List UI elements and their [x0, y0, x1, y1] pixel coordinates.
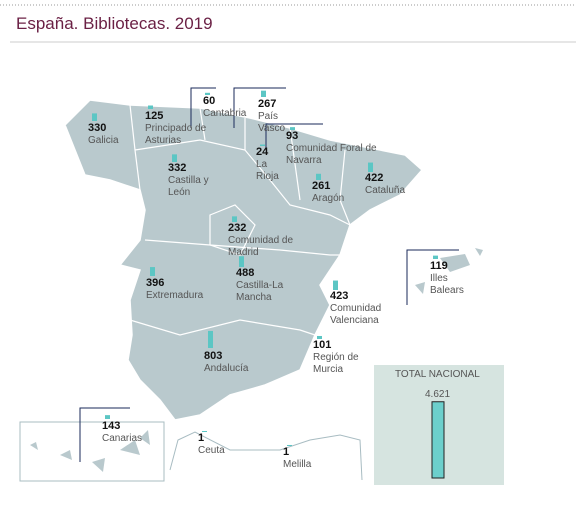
region-bar [261, 90, 266, 97]
region-value: 1 [198, 432, 205, 444]
region-value: 423 [330, 290, 349, 302]
region-name: Andalucía [204, 363, 249, 374]
borders [129, 104, 351, 336]
region-value: 60 [203, 95, 216, 107]
region-bar [316, 173, 321, 180]
region-bar [92, 113, 97, 121]
region-value: 232 [228, 222, 247, 234]
region-bar [105, 415, 110, 419]
region-name: Melilla [283, 459, 312, 470]
region-bar [239, 256, 244, 267]
region-bar [205, 92, 210, 95]
region-name: Galicia [88, 135, 119, 146]
region-value: 422 [365, 172, 384, 184]
coast-africa [169, 431, 363, 481]
title: España. Bibliotecas. 2019 [16, 14, 213, 33]
region-name: Comunidad Foral de Navarra [286, 143, 377, 166]
region-value: 267 [258, 98, 277, 110]
region-name: Comunidad Valenciana [330, 303, 382, 326]
total-value: 4.621 [425, 389, 451, 400]
region-value: 119 [430, 260, 448, 272]
region-name: Aragón [312, 193, 345, 204]
region-name: Comunidad de Madrid [228, 235, 294, 258]
islands [30, 248, 483, 472]
total-label: TOTAL NACIONAL [395, 369, 480, 380]
region-name: Castilla-La Mancha [236, 280, 284, 303]
region-value: 488 [236, 267, 255, 279]
region-name: Canarias [102, 433, 143, 444]
region-name: Cantabria [203, 108, 247, 119]
region-bar [287, 444, 292, 446]
region-bar [368, 162, 373, 172]
region-name: Cataluña [365, 185, 406, 196]
region-value: 93 [286, 130, 299, 142]
region-value: 261 [312, 180, 331, 192]
region-value: 1 [283, 446, 290, 458]
region-bar [208, 330, 213, 348]
region-value: 330 [88, 122, 107, 134]
region-value: 396 [146, 277, 165, 289]
region-name: La Rioja [256, 159, 279, 182]
leaders [79, 87, 459, 462]
region-value: 101 [313, 339, 332, 351]
region-bar [260, 144, 265, 146]
region-bar [148, 105, 153, 109]
region-bar [150, 267, 155, 276]
region-name: País Vasco [258, 111, 286, 134]
region-bar [433, 255, 438, 259]
region-bar [290, 127, 295, 130]
region-value: 332 [168, 162, 187, 174]
region-name: Extremadura [146, 290, 204, 301]
region-name: Ceuta [198, 445, 225, 456]
region-value: 803 [204, 350, 223, 362]
region-bar [172, 154, 177, 162]
region-value: 24 [256, 146, 269, 158]
region-bar [333, 280, 338, 290]
region-bar [232, 216, 237, 222]
region-bar [317, 335, 322, 339]
total-bar [431, 401, 445, 479]
region-value: 125 [145, 110, 164, 122]
region-name: Principado de Asturias [145, 123, 207, 146]
region-name: Región de Murcia [313, 352, 359, 375]
region-name: Castilla y León [168, 175, 209, 198]
region-value: 143 [102, 420, 121, 432]
region-bar [202, 430, 207, 432]
canarias-box [19, 421, 165, 482]
region-name: Illes Balears [430, 273, 464, 296]
